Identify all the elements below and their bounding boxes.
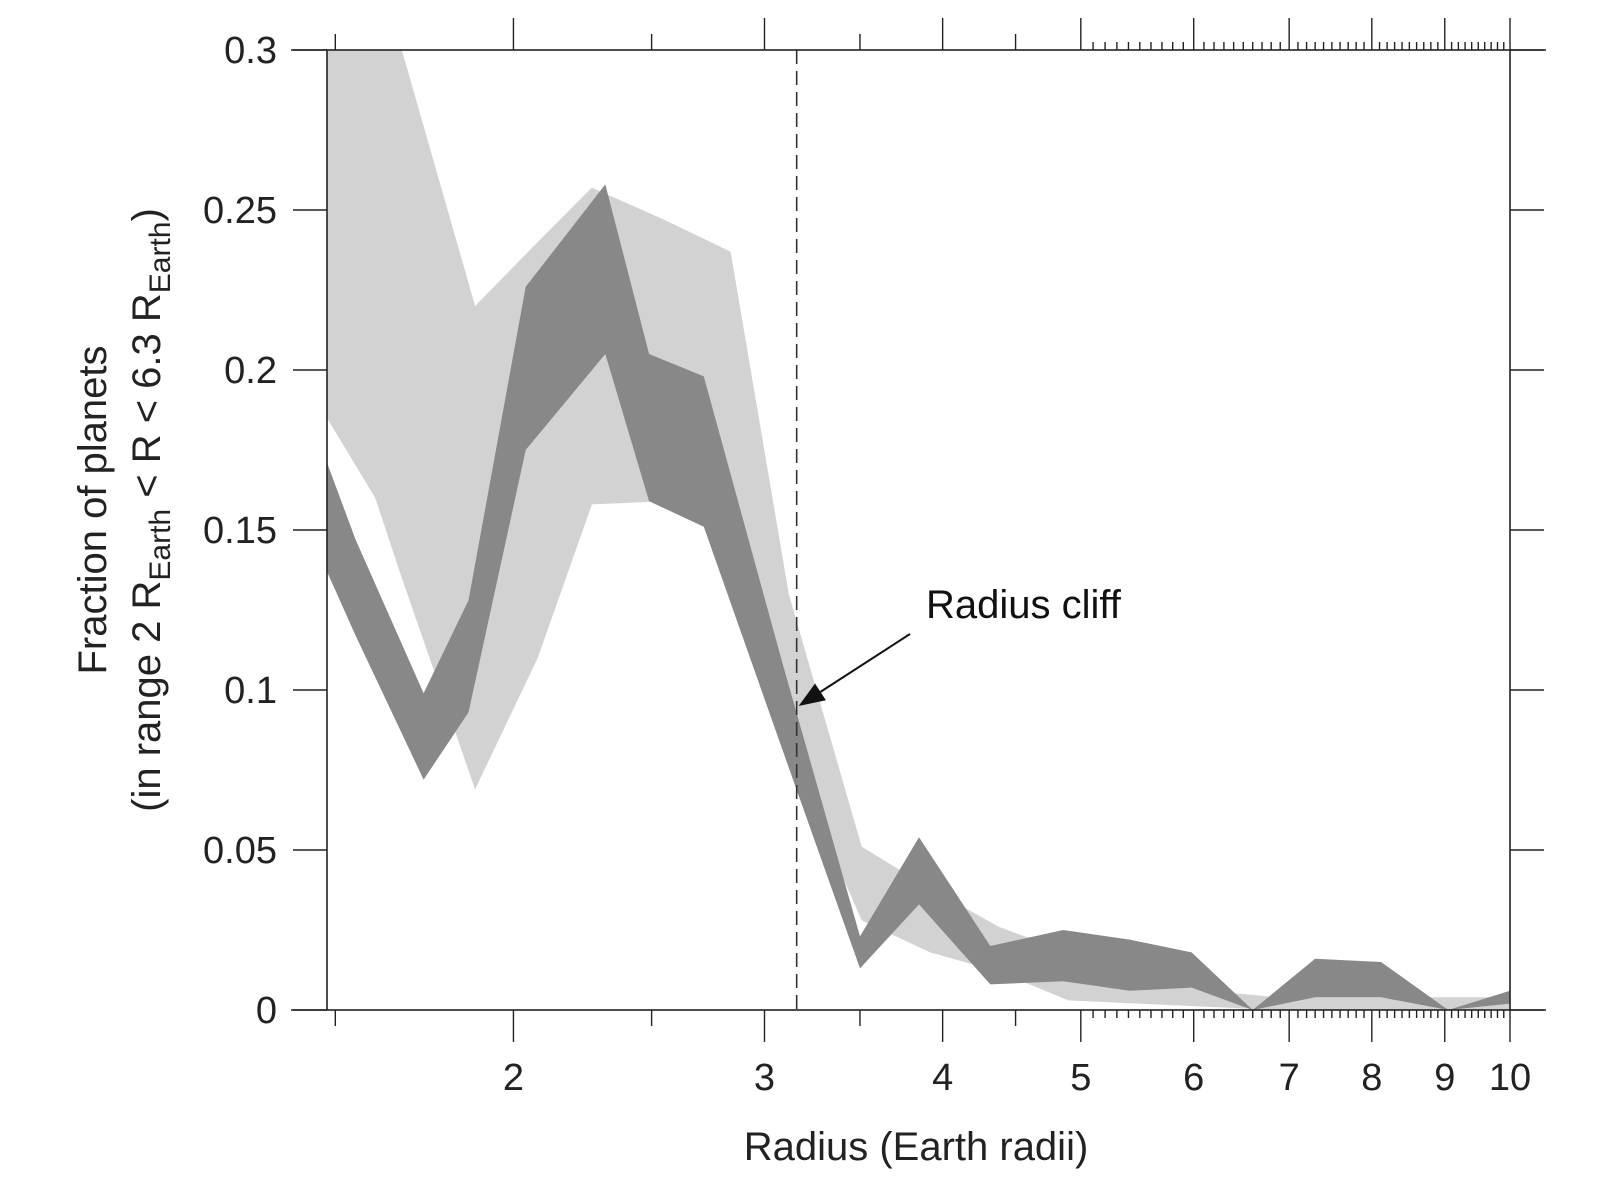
y-tick-label: 0.25 — [203, 190, 277, 232]
y-tick-label: 0.1 — [224, 670, 277, 712]
x-tick-label: 4 — [932, 1057, 953, 1099]
y-tick-label: 0 — [256, 990, 277, 1032]
y-tick-labels: 0 0.05 0.1 0.15 0.2 0.25 0.3 — [203, 30, 277, 1032]
band-2 — [327, 184, 1510, 1010]
x-tick-label: 9 — [1434, 1057, 1455, 1099]
x-axis-label: Radius (Earth radii) — [744, 1125, 1089, 1169]
x-tick-label: 3 — [754, 1057, 775, 1099]
x-tick-label: 2 — [503, 1057, 524, 1099]
x-tick-label: 5 — [1070, 1057, 1091, 1099]
y-tick-label: 0.2 — [224, 350, 277, 392]
confidence-bands — [327, 50, 1510, 1010]
y-tick-label: 0.3 — [224, 30, 277, 72]
y-tick-label: 0.15 — [203, 510, 277, 552]
annotation-arrow — [819, 633, 911, 693]
y-tick-label: 0.05 — [203, 830, 277, 872]
annotation-arrowhead — [798, 683, 826, 706]
x-tick-labels: 2 3 4 5 6 7 8 9 10 — [503, 1057, 1531, 1099]
y-axis-label: Fraction of planets (in range 2 REarth <… — [71, 208, 177, 812]
annotation-radius-cliff: Radius cliff — [798, 583, 1122, 706]
x-tick-label: 8 — [1361, 1057, 1382, 1099]
x-tick-label: 6 — [1183, 1057, 1204, 1099]
axis-ticks — [291, 18, 1546, 1042]
annotation-text: Radius cliff — [926, 583, 1122, 627]
x-tick-label: 10 — [1489, 1057, 1531, 1099]
y-axis-label-line2: (in range 2 REarth < R < 6.3 REarth) — [125, 208, 177, 812]
x-tick-label: 7 — [1279, 1057, 1300, 1099]
y-axis-label-line1: Fraction of planets — [71, 345, 115, 674]
